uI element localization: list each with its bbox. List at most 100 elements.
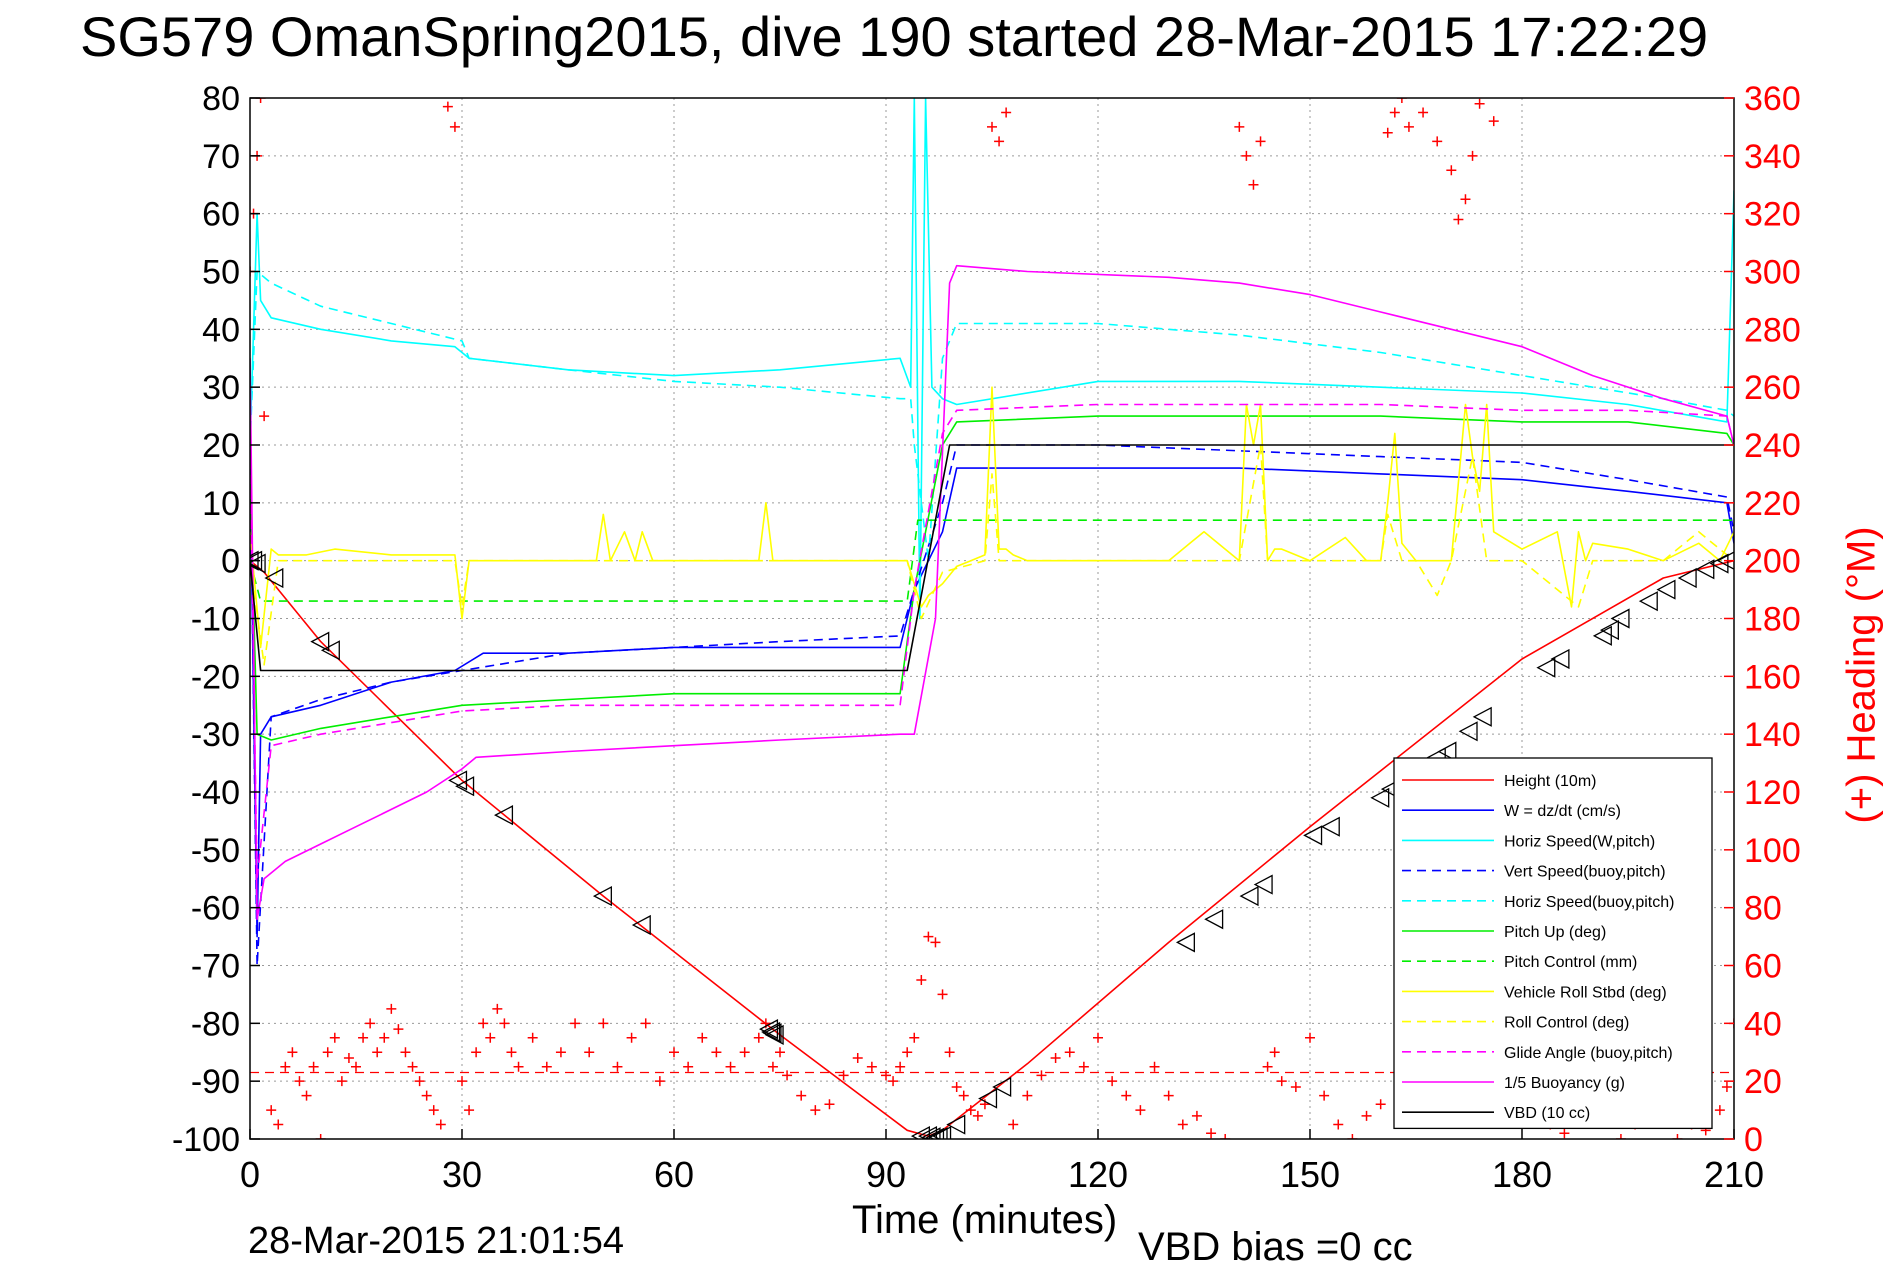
depth-marker [1204, 909, 1224, 930]
x-tick-label: 210 [1704, 1154, 1764, 1195]
legend-entry: 1/5 Buoyancy (g) [1504, 1075, 1625, 1092]
heading-point [322, 1047, 333, 1058]
heading-point [916, 974, 927, 985]
heading-point [449, 121, 460, 132]
heading-point [1177, 1119, 1188, 1130]
heading-point [1121, 1090, 1132, 1101]
depth-marker [1303, 825, 1323, 846]
heading-point [372, 1047, 383, 1058]
y-tick-label: -30 [191, 716, 240, 754]
heading-point [902, 1047, 913, 1058]
depth-marker [1677, 567, 1697, 589]
right-tick-label: 60 [1744, 948, 1782, 986]
depth-marker [978, 1088, 998, 1109]
x-tick-label: 60 [654, 1154, 694, 1195]
right-tick-label: 100 [1744, 832, 1801, 870]
depth-marker [320, 640, 340, 661]
depth-marker [1437, 741, 1457, 762]
depth-marker [764, 1024, 784, 1045]
marker-layer [250, 550, 1734, 1139]
heading-point [1149, 1061, 1160, 1072]
heading-point [958, 1090, 969, 1101]
heading-point [421, 1090, 432, 1101]
y-tick-label: 40 [202, 311, 240, 349]
heading-point [909, 1032, 920, 1043]
x-tick-label: 150 [1280, 1154, 1340, 1195]
depth-marker [918, 1126, 938, 1139]
x-axis-label: Time (minutes) [852, 1198, 1118, 1242]
depth-marker [250, 550, 263, 571]
depth-marker [1599, 619, 1619, 641]
y-tick-label: -20 [191, 658, 240, 696]
legend-entry: Pitch Up (deg) [1504, 924, 1606, 941]
heading-point [527, 1032, 538, 1043]
depth-marker [932, 1126, 952, 1139]
depth-marker [1370, 787, 1390, 808]
heading-point [1290, 1081, 1301, 1092]
heading-point [259, 411, 270, 422]
heading-point [584, 1047, 595, 1058]
heading-point [485, 1032, 496, 1043]
depth-marker [1550, 648, 1570, 670]
legend-box [1393, 757, 1713, 1130]
heading-point [866, 1061, 877, 1072]
heading-point [1050, 1053, 1061, 1064]
series-line [250, 270, 1734, 562]
heading-point [315, 1134, 326, 1139]
depth-marker [264, 567, 284, 589]
y-tick-label: -40 [191, 774, 240, 812]
legend-entry: Horiz Speed(buoy,pitch) [1504, 894, 1674, 911]
heading-point [987, 121, 997, 132]
heading-point [1078, 1061, 1089, 1072]
heading-point [598, 1018, 609, 1029]
heading-point [775, 1047, 785, 1058]
right-tick-label: 280 [1744, 311, 1801, 349]
depth-marker [946, 1114, 966, 1135]
heading-point [1672, 1134, 1683, 1139]
depth-marker [592, 886, 612, 907]
heading-point [365, 1018, 376, 1029]
right-tick-label: 160 [1744, 658, 1801, 696]
depth-marker [1638, 591, 1658, 612]
heading-point [640, 1018, 651, 1029]
heading-point [1467, 150, 1478, 161]
heading-point [492, 1003, 503, 1014]
heading-point [1001, 107, 1012, 118]
x-tick-label: 30 [442, 1154, 482, 1195]
heading-point [1093, 1032, 1103, 1043]
right-tick-label: 20 [1744, 1063, 1782, 1101]
right-tick-label: 0 [1744, 1121, 1763, 1159]
x-tick-label: 0 [240, 1154, 260, 1195]
legend: Height (10m) W = dz/dt (cm/s) Horiz Speed(… [1393, 757, 1713, 1130]
heading-point [414, 1076, 425, 1087]
heading-point [308, 1061, 319, 1072]
heading-point [994, 136, 1005, 147]
heading-point [895, 1061, 906, 1072]
heading-point [1248, 179, 1259, 190]
heading-point [972, 1110, 983, 1121]
heading-point [881, 1070, 891, 1081]
heading-point [541, 1061, 552, 1072]
heading-point [1262, 1061, 1273, 1072]
series-line [250, 264, 1734, 921]
heading-point [1255, 136, 1266, 147]
heading-point [838, 1070, 849, 1081]
heading-point [767, 1061, 778, 1072]
depth-marker [925, 1127, 945, 1139]
heading-point [923, 931, 934, 942]
heading-point [1559, 1128, 1570, 1139]
heading-point [1305, 1032, 1315, 1043]
heading-point [1036, 1070, 1047, 1081]
heading-point [1432, 136, 1443, 147]
legend-entry: VBD (10 cc) [1504, 1105, 1590, 1122]
y-tick-label: 70 [202, 138, 240, 176]
y-tick-label: -90 [191, 1063, 240, 1101]
heading-point [1276, 1076, 1287, 1087]
heading-point [1615, 1134, 1626, 1139]
heading-point [1446, 165, 1457, 176]
right-tick-label: 80 [1744, 890, 1782, 928]
depth-marker [1472, 706, 1492, 727]
heading-point [442, 101, 453, 112]
heading-point [1347, 1134, 1358, 1139]
heading-point [464, 1105, 475, 1116]
